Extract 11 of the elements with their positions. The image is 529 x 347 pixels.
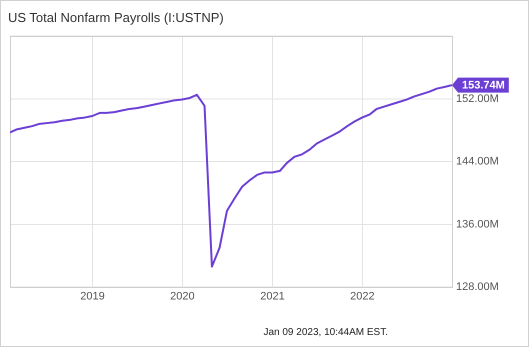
chart-title: US Total Nonfarm Payrolls (I:USTNP): [8, 10, 224, 25]
text: Jan 09 2023, 10:44AM EST.: [263, 327, 388, 338]
y-tick-label: 144.00M: [456, 156, 499, 168]
x-tick-label: 2020: [170, 290, 195, 303]
y-tick-label: 152.00M: [456, 92, 499, 105]
x-tick-label: 2019: [80, 290, 105, 303]
x-tick-label: 2021: [260, 290, 285, 303]
x-tick-label: 2022: [350, 290, 375, 303]
y-tick-label: 136.00M: [456, 218, 499, 230]
data-label: 153.74M: [462, 80, 505, 92]
y-tick-label: 128.00M: [456, 281, 499, 294]
